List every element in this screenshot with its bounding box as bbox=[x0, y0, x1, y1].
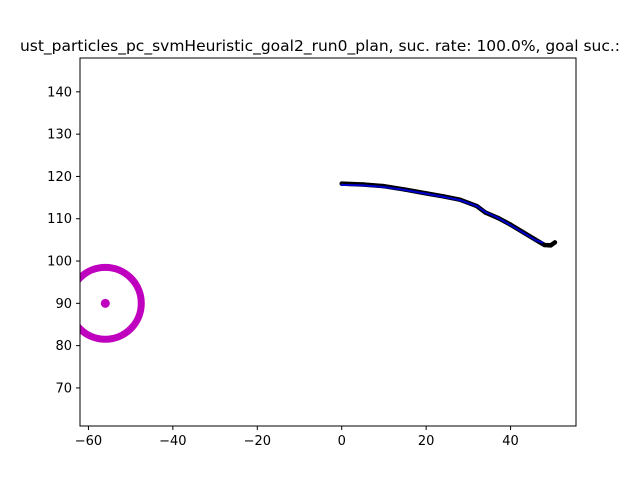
trajectory-actual-point bbox=[548, 243, 553, 248]
trajectory-planned-point bbox=[340, 183, 343, 187]
trajectory-planned-point bbox=[509, 223, 512, 227]
trajectory-planned-point bbox=[424, 192, 428, 195]
trajectory-planned-point bbox=[361, 184, 365, 187]
trajectory-actual-point bbox=[542, 242, 547, 248]
trajectory-planned-point bbox=[541, 241, 544, 244]
trajectory-planned-line bbox=[340, 183, 544, 244]
x-tick-label: −60 bbox=[75, 434, 102, 449]
trajectory-planned-point bbox=[382, 185, 386, 189]
axes-frame bbox=[79, 57, 577, 427]
x-tick-label: −40 bbox=[159, 434, 186, 449]
y-tick-label: 70 bbox=[55, 381, 72, 396]
y-tick-label: 110 bbox=[47, 212, 72, 227]
goal-region-circle bbox=[80, 263, 145, 343]
y-tick-label: 80 bbox=[55, 339, 72, 354]
trajectory-planned-point bbox=[484, 210, 487, 214]
trajectory-planned-point bbox=[496, 216, 500, 220]
trajectory-planned-point bbox=[403, 188, 407, 192]
plot-area bbox=[79, 57, 577, 427]
goal-center-point bbox=[100, 298, 110, 308]
trajectory-planned-point bbox=[534, 239, 538, 242]
x-tick-label: 0 bbox=[338, 434, 346, 449]
trajectory-planned-point bbox=[475, 204, 478, 208]
y-tick-label: 100 bbox=[47, 255, 72, 270]
x-tick-label: 20 bbox=[418, 434, 435, 449]
data-layer bbox=[80, 181, 558, 343]
y-axis: 70 80 90 100 110 120 130 140 bbox=[47, 85, 80, 396]
chart-title: ust_particles_pc_svmHeuristic_goal2_run0… bbox=[20, 37, 620, 56]
y-tick-label: 130 bbox=[47, 128, 72, 143]
x-tick-label: 40 bbox=[502, 434, 519, 449]
y-tick-label: 90 bbox=[55, 297, 72, 312]
trajectory-planned-point bbox=[458, 198, 462, 202]
trajectory-actual-point bbox=[552, 240, 558, 245]
y-tick-label: 120 bbox=[47, 170, 72, 185]
y-tick-label: 140 bbox=[47, 85, 72, 100]
trajectory-planned-point bbox=[522, 231, 525, 234]
trajectory-planned-point bbox=[441, 195, 445, 198]
x-tick-label: −20 bbox=[244, 434, 271, 449]
x-axis: −60 −40 −20 0 20 40 bbox=[75, 426, 519, 449]
